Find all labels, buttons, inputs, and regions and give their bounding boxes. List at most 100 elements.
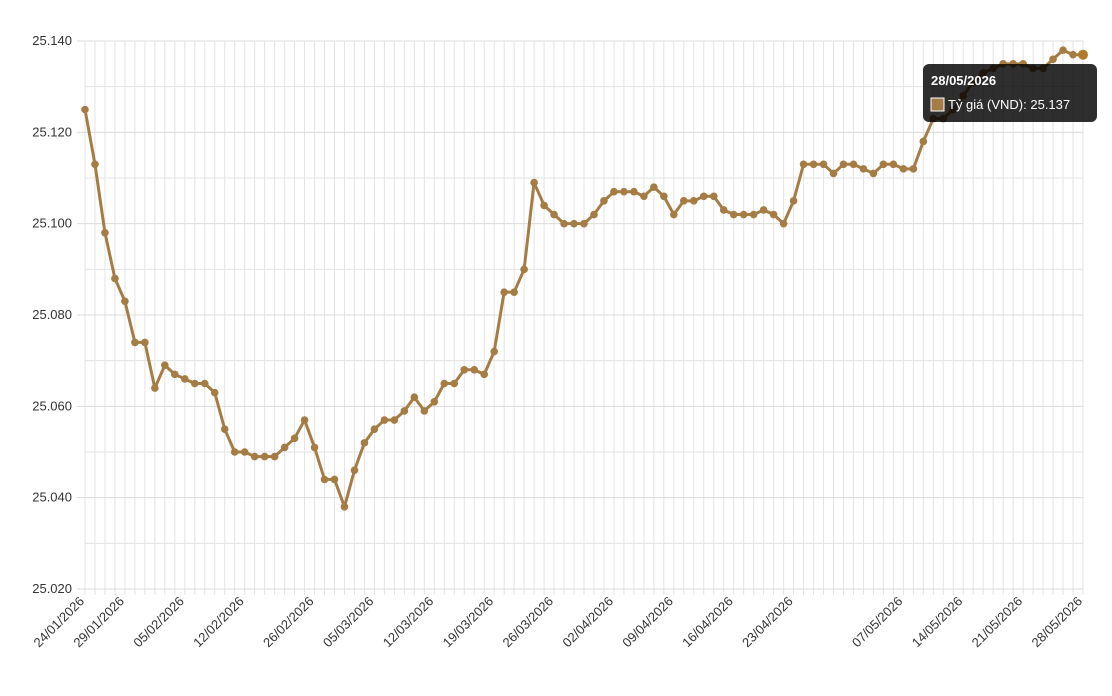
tooltip-title: 28/05/2026 bbox=[931, 73, 996, 88]
point bbox=[1078, 49, 1088, 60]
point bbox=[849, 160, 858, 169]
y-tick-label: 25.060 bbox=[32, 398, 72, 413]
point bbox=[151, 384, 159, 392]
point bbox=[230, 448, 239, 456]
point bbox=[280, 443, 289, 452]
y-tick-label: 25.120 bbox=[32, 124, 72, 139]
x-tick-label: 09/04/2026 bbox=[619, 594, 676, 651]
x-tick-label: 12/02/2026 bbox=[190, 594, 247, 651]
point bbox=[879, 160, 888, 169]
point bbox=[121, 297, 129, 306]
point bbox=[919, 137, 928, 146]
point bbox=[789, 197, 798, 205]
x-tick-label: 14/05/2026 bbox=[909, 594, 966, 651]
x-tick-label: 12/03/2026 bbox=[380, 594, 437, 651]
point bbox=[600, 197, 608, 205]
point bbox=[819, 160, 828, 169]
point bbox=[540, 201, 548, 210]
point bbox=[510, 288, 518, 296]
point bbox=[680, 197, 688, 205]
point bbox=[719, 206, 728, 214]
point bbox=[859, 165, 868, 173]
point bbox=[650, 183, 658, 191]
point bbox=[899, 165, 908, 173]
point bbox=[500, 288, 508, 296]
point bbox=[161, 361, 169, 370]
point bbox=[290, 434, 299, 443]
point bbox=[1069, 50, 1077, 59]
point bbox=[640, 192, 648, 201]
point bbox=[739, 210, 748, 219]
point bbox=[759, 206, 768, 214]
point bbox=[610, 187, 618, 196]
point bbox=[330, 475, 339, 484]
point bbox=[630, 187, 638, 196]
x-tick-label: 02/04/2026 bbox=[559, 594, 616, 651]
point bbox=[190, 379, 199, 388]
point bbox=[869, 169, 878, 178]
point bbox=[400, 407, 409, 415]
y-tick-label: 25.140 bbox=[32, 33, 72, 48]
y-tick-label: 25.100 bbox=[32, 216, 72, 231]
point bbox=[660, 192, 668, 201]
tooltip-sep: : bbox=[1023, 97, 1030, 112]
point bbox=[490, 347, 498, 356]
x-tick-label: 16/04/2026 bbox=[679, 594, 736, 651]
point bbox=[270, 452, 279, 461]
x-tick-label: 23/04/2026 bbox=[739, 594, 796, 651]
tooltip-value: 25.137 bbox=[1030, 97, 1070, 112]
point bbox=[101, 229, 109, 237]
point bbox=[340, 503, 349, 511]
point bbox=[839, 160, 848, 169]
point bbox=[430, 397, 439, 406]
point bbox=[470, 366, 479, 374]
x-tick-label: 28/05/2026 bbox=[1028, 594, 1085, 651]
point bbox=[410, 393, 419, 402]
point bbox=[480, 370, 489, 379]
point bbox=[420, 407, 429, 415]
point bbox=[210, 388, 219, 397]
x-tick-label: 05/02/2026 bbox=[130, 594, 187, 651]
tooltip-box bbox=[923, 64, 1097, 122]
point bbox=[749, 210, 758, 219]
point bbox=[370, 425, 379, 433]
point bbox=[91, 160, 99, 169]
point bbox=[809, 160, 818, 169]
point bbox=[440, 379, 449, 388]
point bbox=[171, 370, 179, 379]
point bbox=[260, 452, 269, 461]
point bbox=[131, 338, 139, 347]
point bbox=[729, 210, 738, 219]
tooltip-series: Tỷ giá (VND) bbox=[948, 97, 1023, 112]
x-tick-label: 26/03/2026 bbox=[500, 594, 557, 651]
point bbox=[1049, 55, 1057, 64]
point bbox=[181, 375, 189, 383]
point bbox=[709, 192, 718, 201]
point bbox=[530, 178, 538, 187]
point bbox=[460, 366, 469, 374]
point bbox=[620, 187, 628, 196]
x-tick-label: 21/05/2026 bbox=[969, 594, 1026, 651]
point bbox=[909, 165, 918, 173]
x-tick-label: 05/03/2026 bbox=[320, 594, 377, 651]
point bbox=[520, 265, 528, 274]
point bbox=[889, 160, 898, 169]
point bbox=[360, 439, 369, 447]
point bbox=[111, 274, 119, 283]
point bbox=[779, 219, 788, 228]
point bbox=[689, 197, 698, 205]
point bbox=[670, 210, 678, 219]
point bbox=[769, 210, 778, 219]
point bbox=[220, 425, 229, 433]
y-tick-label: 25.080 bbox=[32, 307, 72, 322]
point bbox=[560, 219, 568, 228]
x-tick-label: 26/02/2026 bbox=[260, 594, 317, 651]
point bbox=[320, 475, 329, 484]
y-tick-label: 25.040 bbox=[32, 490, 72, 505]
point bbox=[1059, 46, 1067, 54]
point bbox=[350, 466, 359, 475]
point bbox=[310, 443, 319, 452]
y-tick-label: 25.020 bbox=[32, 581, 72, 596]
